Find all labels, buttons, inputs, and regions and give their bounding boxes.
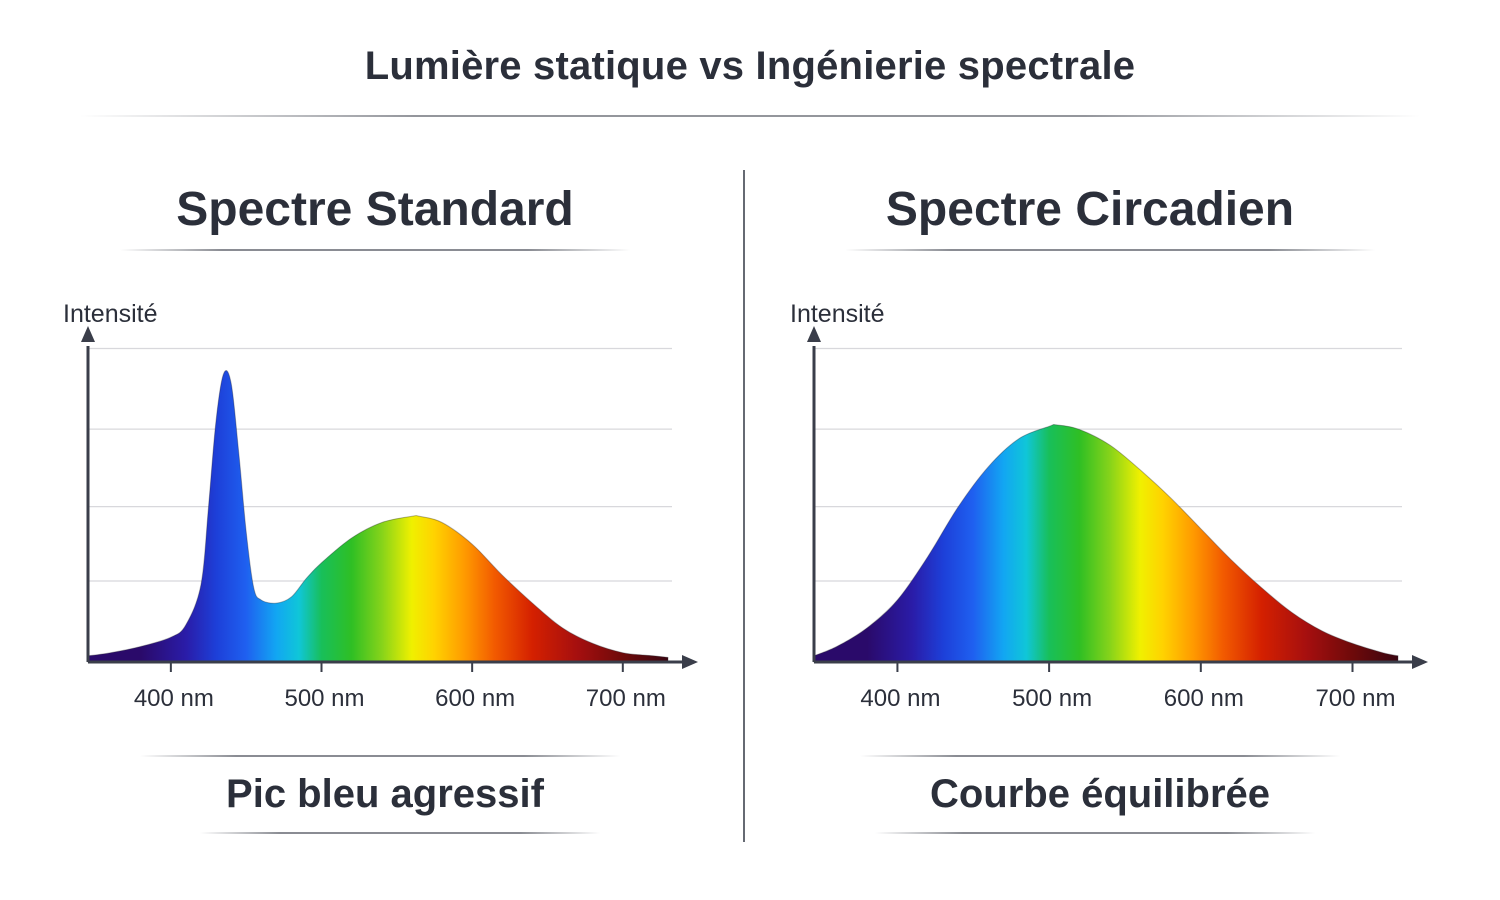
y-axis-arrow	[81, 326, 95, 342]
y-axis-arrow	[807, 326, 821, 342]
title-underline	[80, 115, 1420, 117]
x-tick-label: 500 nm	[1012, 685, 1092, 712]
x-tick-label: 400 nm	[860, 685, 940, 712]
x-axis-arrow	[1412, 655, 1428, 669]
chart-standard: Intensité 400 nm 500 nm 600 nm 700 nm	[63, 300, 698, 712]
y-axis-label: Intensité	[63, 300, 158, 328]
x-tick-label: 400 nm	[134, 685, 214, 712]
x-tick-label: 700 nm	[586, 685, 666, 712]
x-tick-label: 600 nm	[1164, 685, 1244, 712]
caption-rule-bottom-standard	[200, 832, 600, 834]
panel-title-underline-standard	[120, 249, 630, 251]
caption-standard: Pic bleu agressif	[226, 772, 544, 816]
panel-divider	[743, 170, 745, 842]
page-title: Lumière statique vs Ingénierie spectrale	[364, 44, 1136, 88]
x-tick-label: 600 nm	[435, 685, 515, 712]
panel-title-standard: Spectre Standard	[176, 183, 574, 236]
y-axis-label: Intensité	[790, 300, 885, 328]
caption-rule-top-standard	[140, 755, 620, 757]
x-tick-label: 700 nm	[1315, 685, 1395, 712]
caption-rule-bottom-circadien	[875, 832, 1315, 834]
caption-rule-top-circadien	[860, 755, 1340, 757]
panel-title-circadien: Spectre Circadien	[885, 183, 1295, 236]
spectrum-area	[813, 424, 1399, 663]
chart-circadien: Intensité 400 nm 500 nm 600 nm 700 nm	[790, 300, 1428, 712]
x-axis-arrow	[682, 655, 698, 669]
x-tick-label: 500 nm	[284, 685, 364, 712]
panel-title-underline-circadien	[845, 249, 1375, 251]
caption-circadien: Courbe équilibrée	[929, 772, 1271, 816]
spectrum-area	[87, 370, 669, 663]
